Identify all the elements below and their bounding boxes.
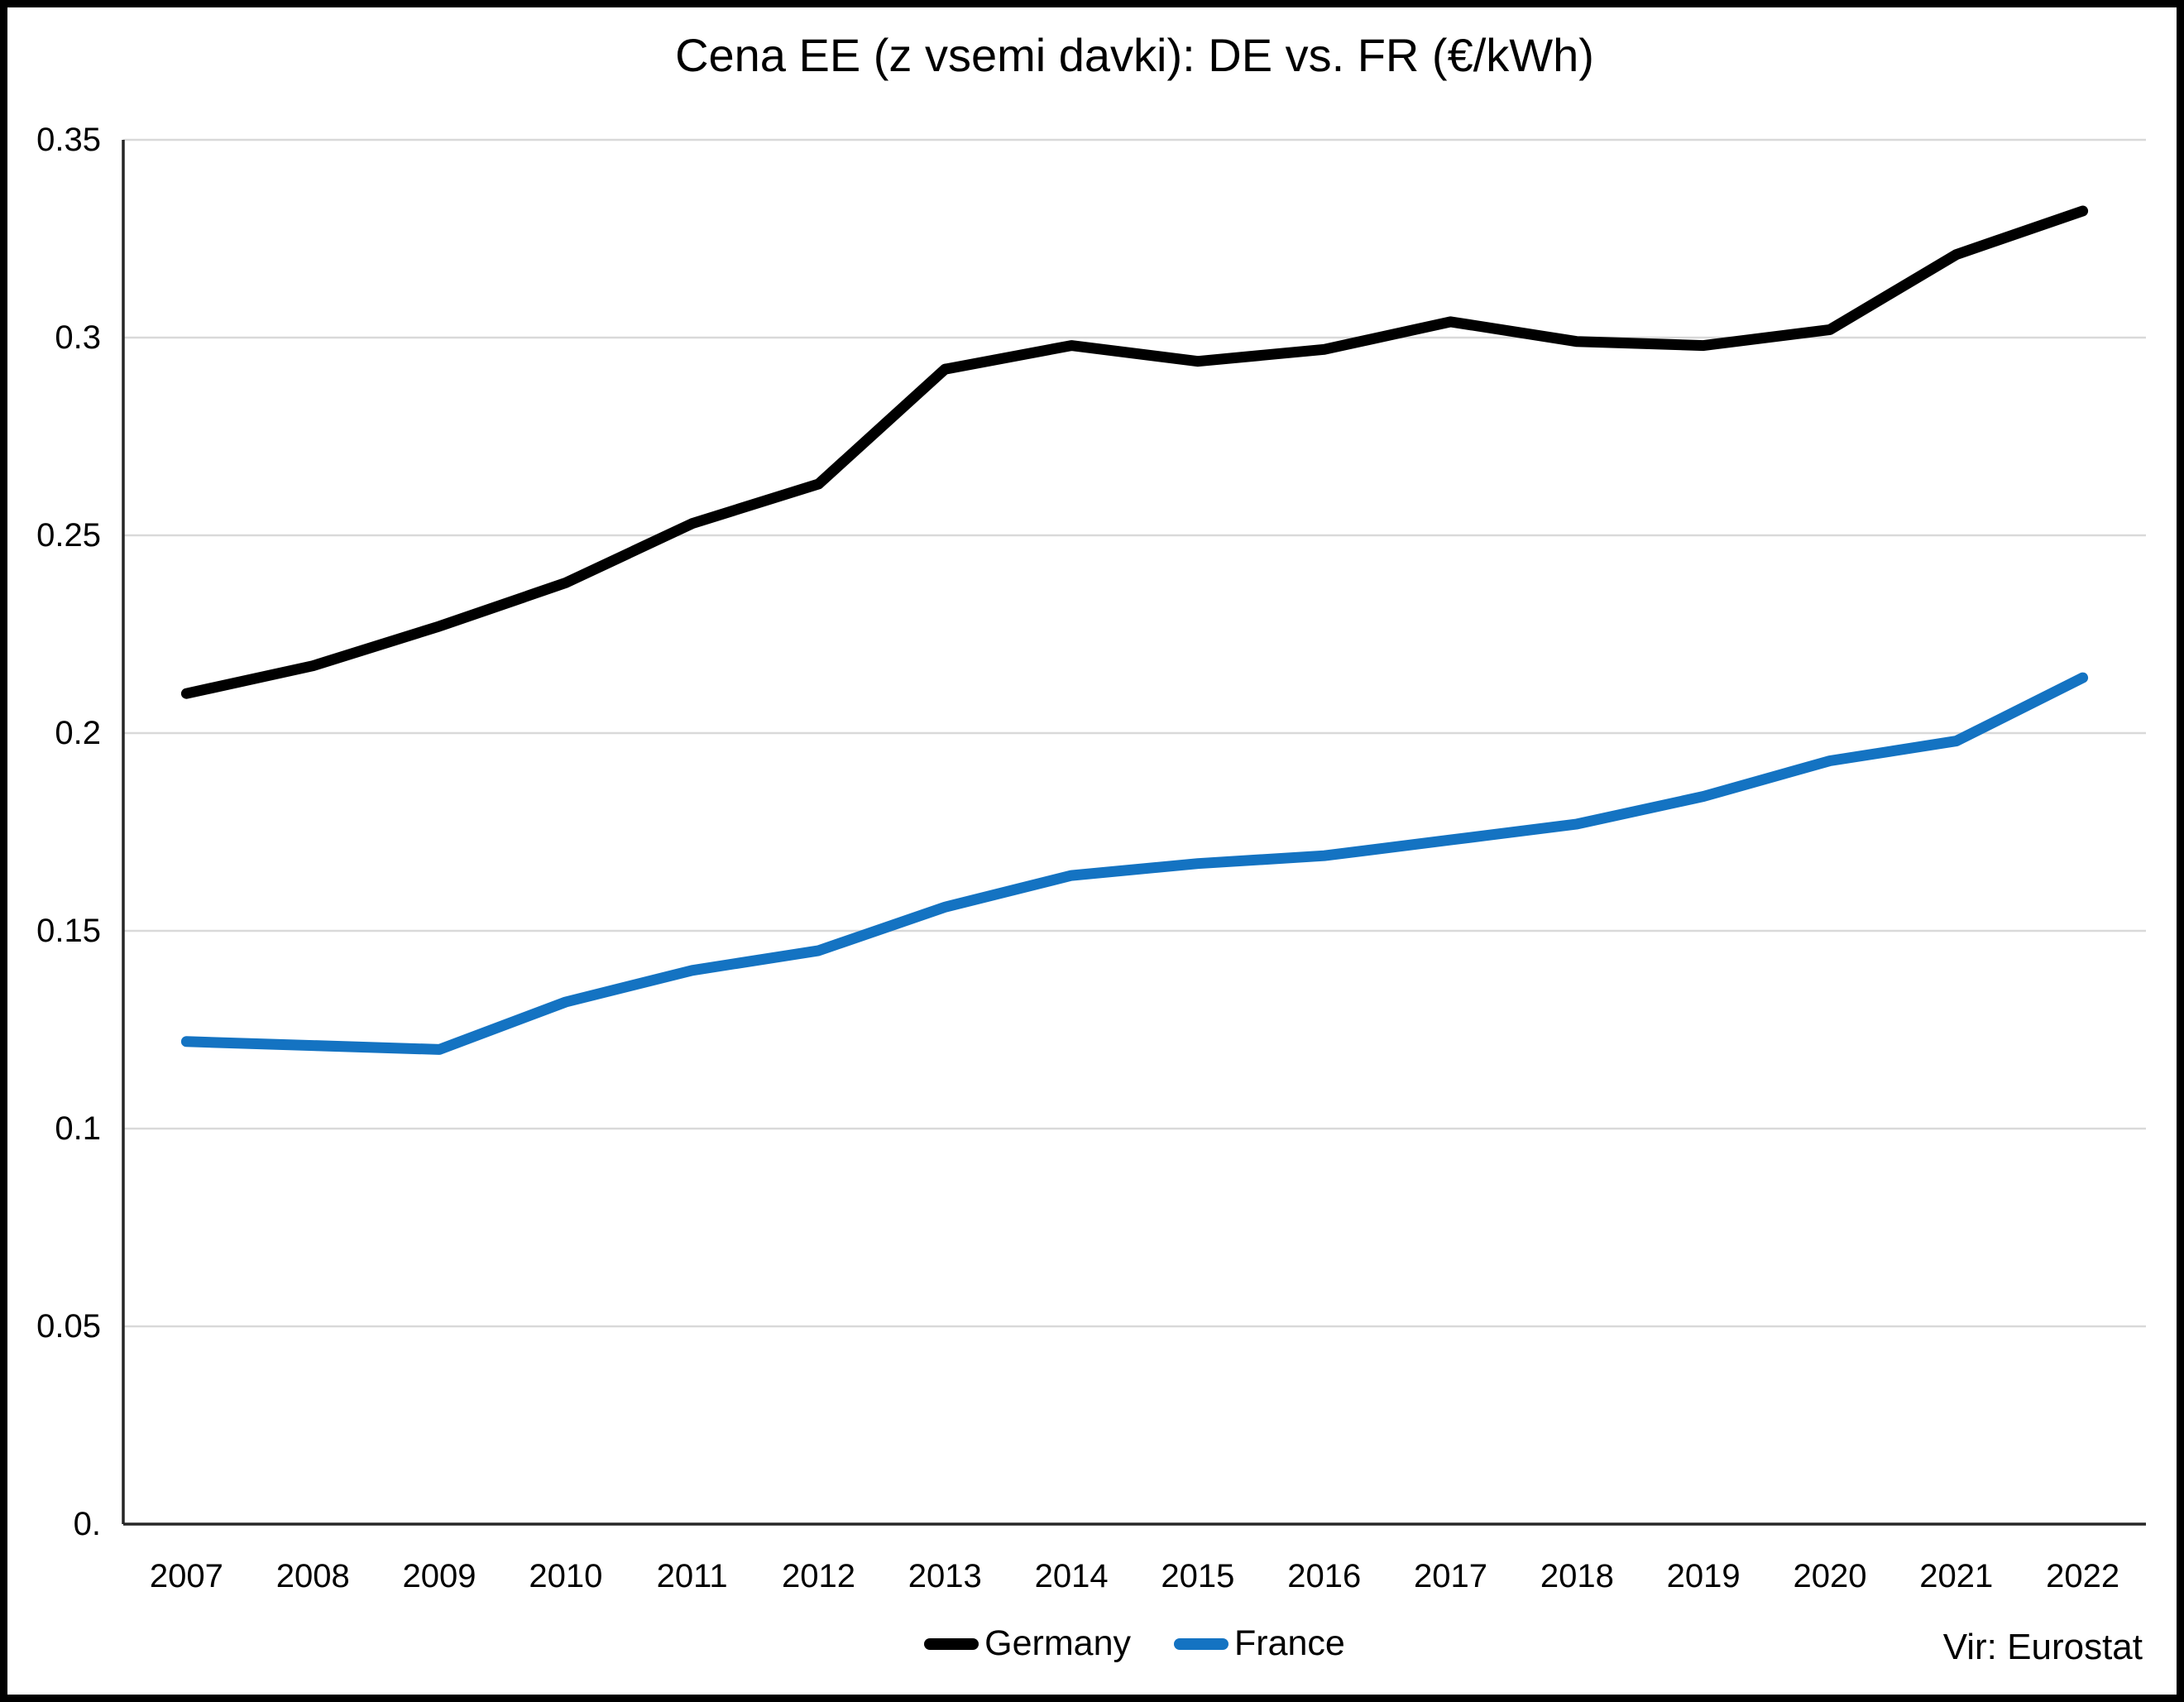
x-tick-label: 2009 — [402, 1558, 477, 1594]
x-tick-label: 2010 — [529, 1558, 603, 1594]
y-tick-label: 0.15 — [36, 913, 101, 949]
y-tick-label: 0.25 — [36, 517, 101, 554]
chart-title: Cena EE (z vsemi davki): DE vs. FR (€/kW… — [675, 29, 1594, 81]
x-tick-label: 2008 — [275, 1558, 350, 1594]
y-tick-label: 0.35 — [36, 122, 101, 158]
legend-label-germany: Germany — [984, 1623, 1131, 1663]
gridlines — [123, 138, 2146, 1328]
axes — [122, 140, 2146, 1526]
y-tick-label: 0.2 — [55, 715, 101, 751]
y-tick-label: 0.05 — [36, 1308, 101, 1345]
y-tick-label: 0.1 — [55, 1110, 101, 1147]
source-note: Vir: Eurostat — [1942, 1627, 2143, 1667]
x-tick-label: 2011 — [656, 1558, 728, 1594]
x-tick-label: 2013 — [908, 1558, 982, 1594]
france-line — [180, 672, 2089, 1055]
x-tick-label: 2022 — [2046, 1558, 2120, 1594]
x-tick-label: 2016 — [1287, 1558, 1362, 1594]
france-line-swatch — [1174, 1637, 1228, 1650]
y-tick-label: 0.3 — [55, 319, 101, 356]
germany-line — [180, 205, 2089, 699]
x-tick-label: 2020 — [1793, 1558, 1867, 1594]
legend: Germany France — [123, 1623, 2146, 1664]
x-tick-label: 2007 — [149, 1558, 223, 1594]
germany-line-swatch — [924, 1637, 979, 1650]
x-tick-label: 2021 — [1919, 1558, 1994, 1594]
legend-item-germany: Germany — [924, 1623, 1131, 1664]
x-tick-label: 2018 — [1540, 1558, 1614, 1594]
y-tick-label: 0. — [73, 1506, 101, 1542]
x-tick-label: 2014 — [1034, 1558, 1109, 1594]
x-tick-label: 2017 — [1414, 1558, 1488, 1594]
legend-item-france: France — [1174, 1623, 1345, 1664]
x-tick-label: 2015 — [1161, 1558, 1235, 1594]
x-tick-label: 2019 — [1666, 1558, 1741, 1594]
legend-label-france: France — [1234, 1623, 1345, 1663]
series-lines — [180, 205, 2089, 1055]
x-tick-label: 2012 — [781, 1558, 855, 1594]
